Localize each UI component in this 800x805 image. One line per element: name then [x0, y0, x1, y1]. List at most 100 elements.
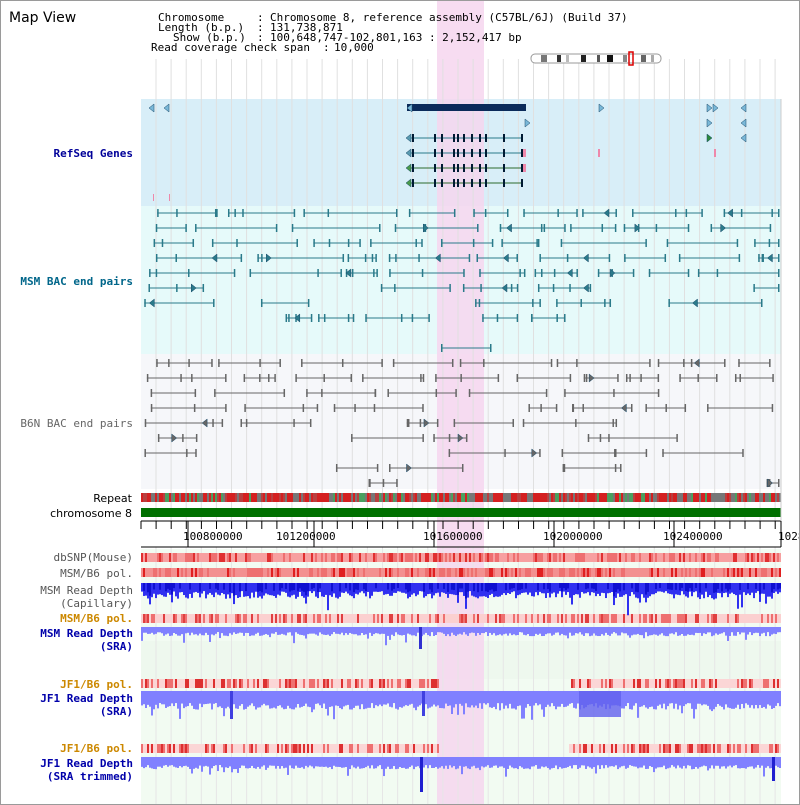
heat-cell — [251, 679, 253, 688]
depth-bar — [611, 627, 613, 634]
depth-bar — [679, 627, 681, 636]
bac-end — [557, 209, 559, 217]
depth-bar — [479, 627, 481, 635]
depth-bar — [393, 691, 395, 704]
depth-bar — [303, 627, 305, 636]
heat-cell — [665, 744, 667, 753]
heat-cell — [173, 679, 175, 688]
depth-bar — [317, 583, 319, 593]
heat-cell — [339, 568, 341, 577]
depth-bar — [647, 583, 649, 592]
depth-bar — [657, 757, 659, 768]
depth-bar — [381, 583, 383, 592]
depth-bar — [343, 627, 345, 636]
depth-bar — [263, 583, 265, 596]
heat-cell — [153, 614, 155, 623]
depth-bar — [503, 757, 505, 768]
heat-cell — [681, 553, 683, 562]
depth-bar — [191, 757, 193, 774]
refseq-exon — [471, 164, 473, 172]
heat-cell — [239, 553, 241, 562]
depth-bar — [571, 691, 573, 704]
depth-bar — [743, 757, 745, 769]
heat-cell — [313, 614, 315, 623]
heat-cell — [359, 614, 361, 623]
heat-cell — [683, 553, 685, 562]
depth-bar — [439, 583, 441, 597]
bac-end — [617, 374, 619, 382]
depth-bar — [299, 757, 301, 768]
depth-bar — [765, 583, 767, 604]
depth-bar — [317, 691, 319, 704]
heat-cell — [339, 744, 341, 753]
repeat-segment — [413, 493, 415, 502]
refseq-exon — [463, 149, 465, 157]
depth-bar — [301, 583, 303, 591]
repeat-segment — [219, 493, 221, 502]
heat-cell — [721, 553, 723, 562]
repeat-segment — [565, 493, 567, 502]
repeat-segment — [437, 493, 439, 502]
repeat-segment — [475, 493, 477, 502]
depth-bar — [527, 691, 529, 705]
depth-bar — [553, 757, 555, 768]
heat-cell — [165, 744, 167, 753]
depth-bar — [355, 583, 357, 590]
depth-bar — [463, 757, 465, 767]
depth-bar — [685, 691, 687, 705]
depth-bar — [351, 691, 353, 710]
heat-cell — [217, 553, 219, 562]
heat-cell — [709, 679, 711, 688]
heat-cell — [649, 744, 651, 753]
heat-cell — [251, 614, 253, 623]
depth-bar — [603, 757, 605, 769]
depth-bar — [549, 691, 551, 707]
depth-bar — [167, 583, 169, 589]
depth-bar — [659, 757, 661, 768]
heat-cell — [271, 568, 273, 577]
heat-cell — [297, 679, 299, 688]
depth-bar — [439, 757, 441, 768]
bac-end — [460, 374, 462, 382]
depth-bar — [283, 691, 285, 710]
depth-bar — [161, 757, 163, 768]
depth-bar — [463, 691, 465, 715]
repeat-segment — [699, 493, 701, 502]
heat-cell — [173, 614, 175, 623]
heat-cell — [423, 553, 425, 562]
depth-bar — [179, 757, 181, 767]
depth-bar — [395, 627, 397, 633]
heat-cell — [563, 553, 565, 562]
repeat-segment — [541, 493, 543, 502]
heat-cell — [337, 568, 339, 577]
depth-bar — [769, 691, 771, 706]
depth-bar — [623, 691, 625, 709]
depth-bar — [553, 627, 555, 635]
heat-cell — [361, 568, 363, 577]
strand-arrow — [603, 208, 610, 218]
depth-bar — [649, 627, 651, 636]
depth-bar — [431, 627, 433, 633]
bac-end — [156, 359, 158, 367]
bac-end — [707, 404, 709, 412]
depth-bar — [449, 627, 451, 637]
ideogram-position-marker — [628, 51, 634, 66]
depth-bar — [277, 691, 279, 706]
heat-cell — [631, 553, 633, 562]
heat-cell — [671, 568, 673, 577]
heat-cell — [597, 553, 599, 562]
repeat-segment — [245, 493, 247, 502]
heat-cell — [229, 744, 231, 753]
heat-cell — [605, 568, 607, 577]
heat-cell — [311, 744, 313, 753]
depth-bar — [683, 691, 685, 707]
depth-bar — [401, 757, 403, 769]
heat-cell — [243, 744, 245, 753]
depth-bar — [415, 583, 417, 597]
heat-cell — [267, 568, 269, 577]
heat-cell — [699, 568, 701, 577]
heat-cell — [277, 553, 279, 562]
heat-cell — [347, 553, 349, 562]
bac-end — [604, 299, 606, 307]
